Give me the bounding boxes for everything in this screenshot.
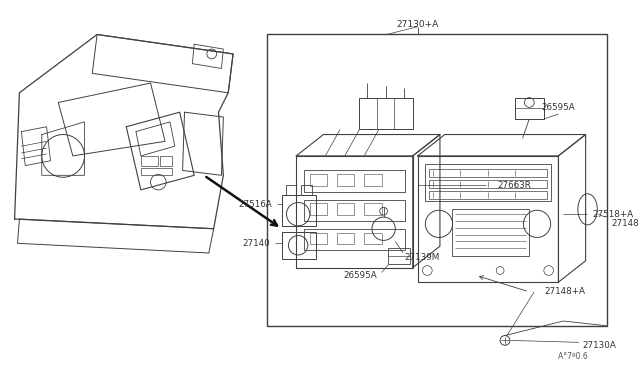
Text: 27130A: 27130A: [582, 341, 616, 350]
Bar: [429, 170, 547, 177]
Bar: [304, 200, 405, 221]
Bar: [364, 203, 381, 215]
Bar: [310, 203, 327, 215]
Bar: [160, 156, 172, 166]
Bar: [515, 97, 544, 119]
Bar: [141, 156, 158, 166]
Bar: [359, 97, 413, 129]
Text: 27148: 27148: [612, 219, 639, 228]
Text: 27140: 27140: [242, 239, 270, 248]
Bar: [337, 232, 355, 244]
Bar: [301, 185, 312, 195]
Text: 27663R: 27663R: [498, 180, 532, 189]
Bar: [310, 174, 327, 186]
Bar: [282, 232, 316, 259]
Text: A°7º⁡0.6: A°7º⁡0.6: [558, 352, 588, 362]
Text: 27516A: 27516A: [238, 200, 272, 209]
Bar: [388, 248, 410, 264]
Text: 26595A: 26595A: [343, 271, 377, 280]
Bar: [304, 170, 405, 192]
Bar: [429, 191, 547, 199]
Text: 27139M: 27139M: [405, 253, 440, 262]
Bar: [429, 180, 547, 188]
Bar: [267, 35, 607, 326]
Text: 27130+A: 27130+A: [396, 20, 439, 29]
Text: 27148+A: 27148+A: [545, 287, 586, 296]
Text: 27518+A: 27518+A: [593, 210, 634, 219]
Bar: [304, 229, 405, 250]
Bar: [364, 174, 381, 186]
Bar: [337, 203, 355, 215]
Bar: [426, 164, 550, 201]
Bar: [141, 167, 172, 175]
Bar: [310, 232, 327, 244]
Bar: [285, 185, 296, 195]
Bar: [282, 195, 316, 226]
Text: 26595A: 26595A: [541, 103, 575, 112]
Bar: [337, 174, 355, 186]
Bar: [452, 209, 529, 256]
Bar: [364, 232, 381, 244]
